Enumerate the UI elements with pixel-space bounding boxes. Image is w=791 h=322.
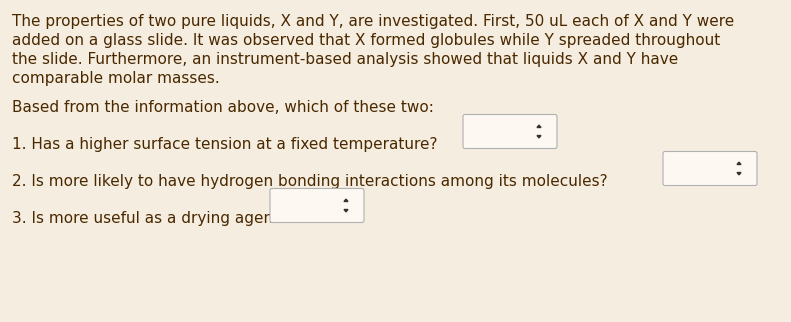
Text: 3. Is more useful as a drying agent?: 3. Is more useful as a drying agent? xyxy=(12,211,287,226)
Polygon shape xyxy=(737,162,741,165)
FancyBboxPatch shape xyxy=(663,151,757,185)
Text: Based from the information above, which of these two:: Based from the information above, which … xyxy=(12,100,434,115)
Text: added on a glass slide. It was observed that X formed globules while Y spreaded : added on a glass slide. It was observed … xyxy=(12,33,721,48)
Polygon shape xyxy=(737,173,741,175)
Text: the slide. Furthermore, an instrument-based analysis showed that liquids X and Y: the slide. Furthermore, an instrument-ba… xyxy=(12,52,678,67)
Polygon shape xyxy=(344,199,348,202)
Text: 1. Has a higher surface tension at a fixed temperature?: 1. Has a higher surface tension at a fix… xyxy=(12,137,437,152)
FancyBboxPatch shape xyxy=(463,115,557,148)
Polygon shape xyxy=(344,210,348,212)
Text: 2. Is more likely to have hydrogen bonding interactions among its molecules?: 2. Is more likely to have hydrogen bondi… xyxy=(12,174,607,189)
Polygon shape xyxy=(537,125,541,128)
Polygon shape xyxy=(537,136,541,138)
FancyBboxPatch shape xyxy=(270,188,364,223)
Text: The properties of two pure liquids, X and Y, are investigated. First, 50 uL each: The properties of two pure liquids, X an… xyxy=(12,14,734,29)
Text: comparable molar masses.: comparable molar masses. xyxy=(12,71,220,86)
